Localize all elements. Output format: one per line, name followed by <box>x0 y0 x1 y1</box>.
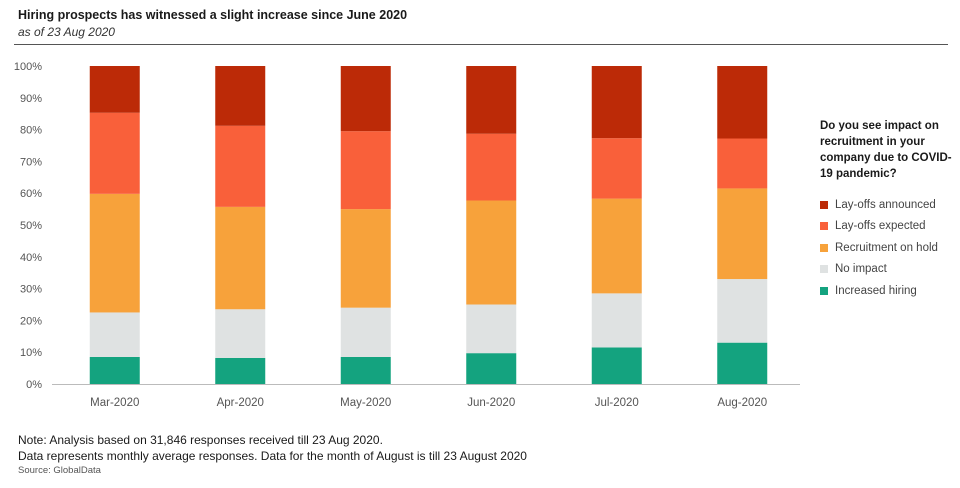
legend-label: Increased hiring <box>835 284 917 297</box>
bar-segment <box>215 125 266 207</box>
bar-segment <box>89 66 140 113</box>
bar-segment <box>340 209 391 308</box>
y-tick-label: 10% <box>20 347 42 359</box>
note-line-2: Data represents monthly average response… <box>18 449 527 463</box>
bar-segment <box>215 66 266 126</box>
bar-segment <box>215 309 266 358</box>
bar-segment <box>717 188 768 280</box>
bar-segment <box>466 304 517 354</box>
legend-item: No impact <box>820 259 956 281</box>
legend-label: Lay-offs expected <box>835 220 926 233</box>
legend-title: Do you see impact on recruitment in your… <box>820 120 952 180</box>
legend-item: Recruitment on hold <box>820 237 956 259</box>
title-divider <box>14 44 948 45</box>
legend-swatch <box>820 200 828 209</box>
legend-swatch <box>820 265 828 274</box>
stacked-bar-chart: 0% 10% 20% 30% 40% 50% 60% 70% 80% 90% 100% Mar-202… <box>14 61 800 409</box>
bar-segment <box>89 312 140 357</box>
x-tick-label: Jun-2020 <box>467 397 515 409</box>
bar-segment <box>340 356 391 384</box>
bar-segment <box>591 138 642 199</box>
y-tick-label: 0% <box>26 379 42 391</box>
legend-swatch <box>820 222 828 231</box>
bar-segment <box>340 66 391 132</box>
bar-segment <box>466 200 517 305</box>
chart-title: Hiring prospects has witnessed a slight … <box>18 8 408 22</box>
legend-label: Recruitment on hold <box>835 241 938 254</box>
footnotes: Note: Analysis based on 31,846 responses… <box>18 432 527 477</box>
bar-segment <box>717 342 768 384</box>
legend-swatch <box>820 286 828 295</box>
bar-segment <box>717 279 768 343</box>
bar-segment <box>717 66 768 139</box>
legend-label: No impact <box>835 263 887 276</box>
legend-item: Increased hiring <box>820 280 956 302</box>
x-tick-label: Aug-2020 <box>717 397 767 409</box>
bar-segment <box>591 293 642 348</box>
bar-segment <box>89 193 140 313</box>
bar-segment <box>215 206 266 310</box>
bar-segment <box>591 347 642 384</box>
legend-item: Lay-offs announced <box>820 194 956 216</box>
legend-items: Lay-offs announced Lay-offs expected Recru… <box>820 194 956 302</box>
y-tick-label: 90% <box>20 93 42 105</box>
bar-segment <box>466 353 517 384</box>
x-tick-label: Apr-2020 <box>217 397 264 409</box>
bar-segment <box>466 133 517 201</box>
y-tick-label: 60% <box>20 188 42 200</box>
x-tick-label: Jul-2020 <box>595 397 639 409</box>
bar-segment <box>591 198 642 294</box>
bar-segment <box>215 357 266 384</box>
bar-segment <box>89 112 140 194</box>
x-tick-label: Mar-2020 <box>90 397 139 409</box>
y-tick-label: 40% <box>20 252 42 264</box>
x-tick-label: May-2020 <box>340 397 391 409</box>
y-tick-label: 20% <box>20 315 42 327</box>
note-line-1: Note: Analysis based on 31,846 responses… <box>18 433 383 447</box>
bar-segment <box>591 66 642 139</box>
bar-segment <box>340 307 391 357</box>
y-tick-label: 100% <box>14 61 42 73</box>
legend-label: Lay-offs announced <box>835 198 936 211</box>
legend: Do you see impact on recruitment in your… <box>820 118 956 302</box>
legend-item: Lay-offs expected <box>820 216 956 238</box>
bar-segment <box>466 66 517 134</box>
y-tick-label: 30% <box>20 284 42 296</box>
bar-segment <box>340 131 391 210</box>
y-tick-label: 80% <box>20 125 42 137</box>
bar-segment <box>717 138 768 189</box>
source-text: Source: GlobalData <box>18 465 101 476</box>
chart-subtitle: as of 23 Aug 2020 <box>18 25 115 39</box>
y-tick-label: 50% <box>20 220 42 232</box>
bar-segment <box>89 356 140 384</box>
y-tick-label: 70% <box>20 156 42 168</box>
legend-swatch <box>820 243 828 252</box>
